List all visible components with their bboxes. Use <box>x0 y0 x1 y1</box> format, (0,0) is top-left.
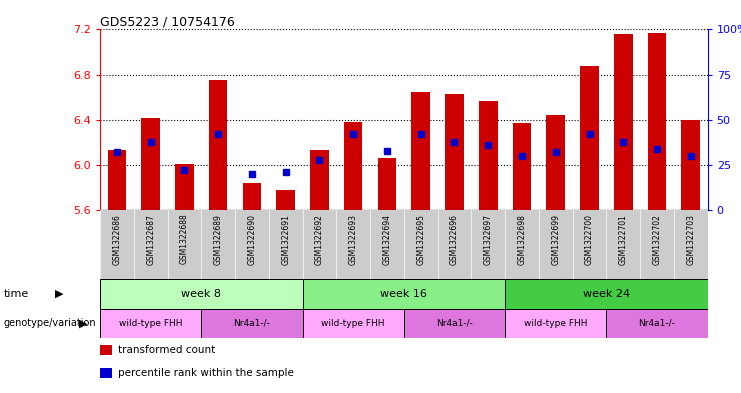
Text: GSM1322702: GSM1322702 <box>653 214 662 264</box>
Bar <box>479 101 497 210</box>
Text: Nr4a1-/-: Nr4a1-/- <box>233 319 270 328</box>
Bar <box>276 190 295 210</box>
Bar <box>580 66 599 210</box>
Bar <box>142 118 160 210</box>
Bar <box>344 122 362 210</box>
Bar <box>606 309 708 338</box>
Bar <box>378 158 396 210</box>
Text: ▶: ▶ <box>79 318 87 328</box>
Text: percentile rank within the sample: percentile rank within the sample <box>119 368 294 378</box>
Text: GSM1322701: GSM1322701 <box>619 214 628 264</box>
Text: GSM1322689: GSM1322689 <box>213 214 223 264</box>
Text: wild-type FHH: wild-type FHH <box>119 319 182 328</box>
Text: GSM1322686: GSM1322686 <box>113 214 122 264</box>
Bar <box>209 80 227 210</box>
Text: wild-type FHH: wild-type FHH <box>322 319 385 328</box>
Text: transformed count: transformed count <box>119 345 216 355</box>
Text: GSM1322695: GSM1322695 <box>416 214 425 265</box>
Text: week 8: week 8 <box>182 289 222 299</box>
Text: GSM1322698: GSM1322698 <box>517 214 527 264</box>
Text: GSM1322687: GSM1322687 <box>146 214 155 264</box>
Text: GSM1322693: GSM1322693 <box>349 214 358 265</box>
Text: GSM1322691: GSM1322691 <box>281 214 290 264</box>
Bar <box>302 309 404 338</box>
Text: genotype/variation: genotype/variation <box>4 318 96 328</box>
Bar <box>175 164 193 210</box>
Bar <box>100 367 112 378</box>
Bar <box>100 309 202 338</box>
Bar <box>100 279 302 309</box>
Text: GSM1322694: GSM1322694 <box>382 214 391 265</box>
Text: week 24: week 24 <box>583 289 630 299</box>
Text: GSM1322688: GSM1322688 <box>180 214 189 264</box>
Text: GDS5223 / 10754176: GDS5223 / 10754176 <box>100 15 235 28</box>
Bar <box>505 279 708 309</box>
Bar <box>302 279 505 309</box>
Text: wild-type FHH: wild-type FHH <box>524 319 588 328</box>
Bar <box>411 92 430 210</box>
Bar <box>242 183 262 210</box>
Bar <box>505 309 606 338</box>
Text: time: time <box>4 289 29 299</box>
Text: week 16: week 16 <box>380 289 428 299</box>
Text: GSM1322692: GSM1322692 <box>315 214 324 264</box>
Bar <box>100 345 112 355</box>
Text: Nr4a1-/-: Nr4a1-/- <box>436 319 473 328</box>
Text: GSM1322696: GSM1322696 <box>450 214 459 265</box>
Bar <box>546 115 565 210</box>
Text: GSM1322699: GSM1322699 <box>551 214 560 265</box>
Text: GSM1322690: GSM1322690 <box>247 214 256 265</box>
Bar <box>202 309 302 338</box>
Bar <box>445 94 464 210</box>
Bar <box>107 151 126 210</box>
Bar <box>404 309 505 338</box>
Bar <box>310 151 329 210</box>
Text: GSM1322697: GSM1322697 <box>484 214 493 265</box>
Bar <box>682 120 700 210</box>
Text: GSM1322700: GSM1322700 <box>585 214 594 265</box>
Text: GSM1322703: GSM1322703 <box>686 214 695 265</box>
Text: Nr4a1-/-: Nr4a1-/- <box>639 319 676 328</box>
Text: ▶: ▶ <box>55 289 63 299</box>
Bar <box>513 123 531 210</box>
Bar <box>614 34 633 210</box>
Bar <box>648 33 666 210</box>
